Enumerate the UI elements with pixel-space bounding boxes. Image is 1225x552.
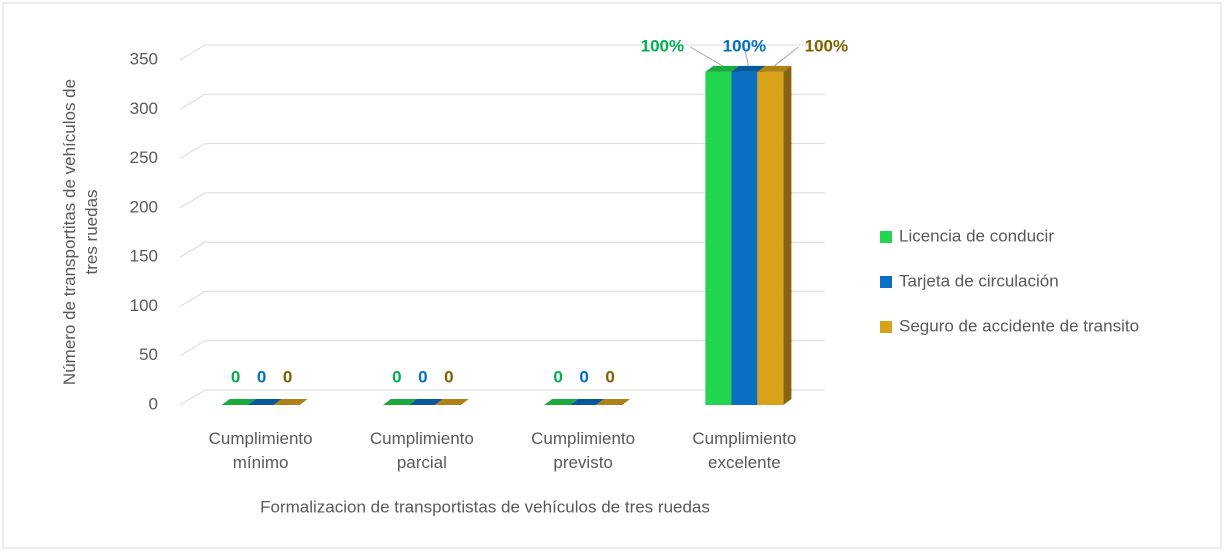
bar-front	[757, 71, 784, 405]
data-label: 100%	[805, 36, 848, 55]
bar-top	[731, 65, 766, 72]
bar	[757, 65, 792, 405]
y-tick-label: 350	[130, 49, 158, 68]
bar-front	[705, 71, 732, 405]
bar-side	[783, 65, 792, 405]
bar-top	[434, 399, 469, 405]
legend-swatch	[880, 321, 892, 333]
bar	[570, 399, 605, 405]
leader-line	[743, 46, 749, 66]
y-tick-label: 250	[130, 148, 158, 167]
y-tick-label: 300	[130, 99, 158, 118]
bar-top	[544, 399, 579, 405]
bar	[221, 399, 256, 405]
y-tick-label: 100	[130, 296, 158, 315]
grid-line	[179, 340, 825, 357]
grid-line	[179, 389, 825, 406]
legend-label: Licencia de conducir	[899, 226, 1054, 245]
leader-line	[774, 46, 799, 67]
y-tick-label: 0	[149, 394, 158, 413]
data-label: 0	[231, 367, 240, 386]
data-label: 0	[283, 367, 292, 386]
data-label: 100%	[723, 36, 766, 55]
bar-top	[570, 399, 605, 405]
bar-top	[382, 399, 417, 405]
bar	[273, 399, 308, 405]
y-tick-label: 150	[130, 247, 158, 266]
x-tick-label: Cumplimiento previsto	[531, 429, 635, 472]
bar-top	[221, 399, 256, 405]
x-axis-title: Formalizacion de transportistas de vehíc…	[260, 497, 710, 516]
bar-top	[273, 399, 308, 405]
bar-top	[596, 399, 631, 405]
data-label: 100%	[641, 36, 684, 55]
bar	[247, 399, 282, 405]
leader-line	[690, 46, 723, 67]
y-axis-title: Número de transportitas de vehículos de t…	[60, 79, 101, 385]
bar	[434, 399, 469, 405]
data-label: 0	[418, 367, 427, 386]
legend-swatch	[880, 231, 892, 243]
y-tick-label: 50	[139, 345, 158, 364]
data-label: 0	[392, 367, 401, 386]
bar-top	[247, 399, 282, 405]
data-label: 0	[553, 367, 562, 386]
bar	[382, 399, 417, 405]
bar	[544, 399, 579, 405]
bar-top	[757, 65, 792, 72]
grid-line	[179, 241, 825, 258]
data-label: 0	[444, 367, 453, 386]
x-tick-label: Cumplimiento parcial	[370, 429, 474, 472]
grid-line	[179, 192, 825, 209]
data-label: 0	[605, 367, 614, 386]
grid-line	[179, 93, 825, 110]
bar	[596, 399, 631, 405]
bar-front	[731, 71, 758, 405]
y-tick-label: 200	[130, 197, 158, 216]
grid-line	[179, 143, 825, 160]
bar	[408, 399, 443, 405]
x-tick-label: Cumplimiento mínimo	[209, 429, 313, 472]
legend-label: Seguro de accidente de transito	[899, 316, 1139, 335]
legend-label: Tarjeta de circulación	[899, 271, 1059, 290]
grid-line	[179, 290, 825, 307]
data-label: 0	[579, 367, 588, 386]
grid-line	[179, 44, 825, 61]
legend-swatch	[880, 276, 892, 288]
data-label: 0	[257, 367, 266, 386]
bar-top	[705, 65, 740, 72]
bar-top	[408, 399, 443, 405]
x-tick-label: Cumplimiento excelente	[692, 429, 796, 472]
